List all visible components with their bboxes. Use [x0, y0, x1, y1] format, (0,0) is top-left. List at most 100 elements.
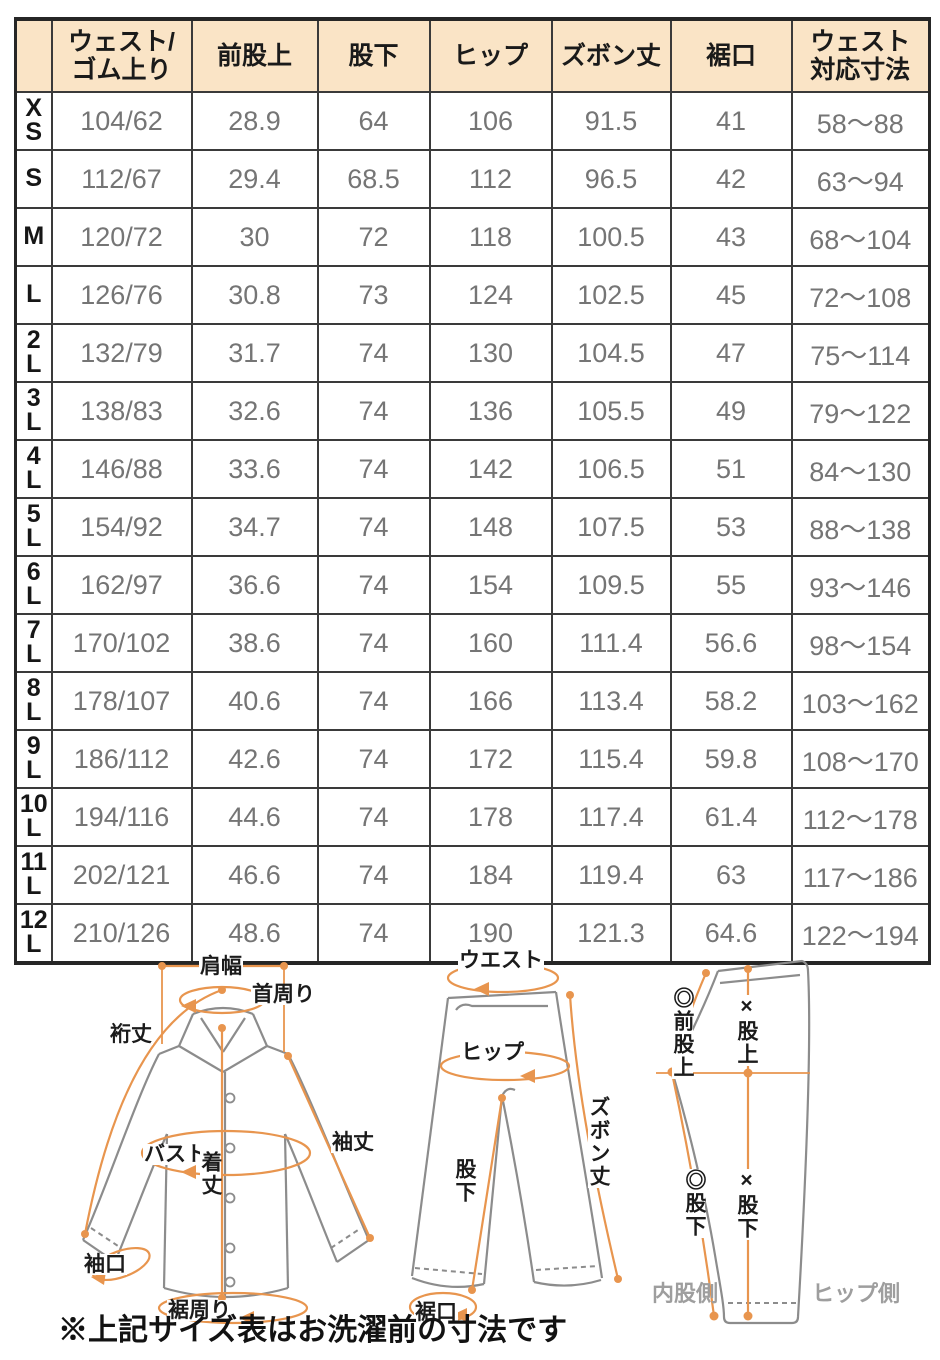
value-cell: 79〜122: [790, 381, 931, 441]
table-row: 6 L 162/97 36.6 74 154 109.5 55 93〜146: [14, 555, 931, 615]
value-cell: 74: [316, 439, 431, 499]
pants-front-diagram: ウエスト ヒップ ズボン丈 股下 裾口: [398, 946, 663, 1346]
value-cell: 49: [669, 381, 793, 441]
table-row: 4 L 146/88 33.6 74 142 106.5 51 84〜130: [14, 439, 931, 499]
row-size-label: 7 L: [14, 613, 53, 673]
value-cell: 148: [428, 497, 553, 557]
row-size-label: 2 L: [14, 323, 53, 383]
value-cell: 136: [428, 381, 553, 441]
neck-round-label: 首周り: [251, 983, 316, 1006]
table-row: X S 104/62 28.9 64 106 91.5 41 58〜88: [14, 91, 931, 151]
col-header-front-rise: 前股上: [190, 18, 319, 93]
wash-note: ※上記サイズ表はお洗濯前の寸法です: [58, 1314, 568, 1347]
value-cell: 75〜114: [790, 323, 931, 383]
value-cell: 120/72: [50, 207, 193, 267]
table-row: 5 L 154/92 34.7 74 148 107.5 53 88〜138: [14, 497, 931, 557]
front-rise-label: ◎前股上: [671, 987, 694, 1079]
row-size-label: 6 L: [14, 555, 53, 615]
value-cell: 58〜88: [790, 91, 931, 151]
shirt-outline: [81, 1006, 371, 1299]
table-row: 12 L 210/126 48.6 74 190 121.3 64.6 122〜194: [14, 903, 931, 964]
value-cell: 162/97: [50, 555, 193, 615]
value-cell: 58.2: [669, 671, 793, 731]
col-header-hem-opening: 裾口: [669, 18, 793, 93]
row-size-label: 11 L: [14, 845, 53, 905]
value-cell: 30: [190, 207, 319, 267]
value-cell: 74: [316, 323, 431, 383]
header-row: ウェスト/ ゴム上り 前股上 股下 ヒップ ズボン丈 裾口 ウェスト 対応寸法: [14, 18, 931, 93]
value-cell: 84〜130: [790, 439, 931, 499]
value-cell: 170/102: [50, 613, 193, 673]
pants-front-outline: [410, 990, 604, 1288]
value-cell: 172: [428, 729, 553, 789]
value-cell: 115.4: [550, 729, 672, 789]
col-header-hip: ヒップ: [428, 18, 553, 93]
inseam-inner-label: ◎股下: [683, 1169, 706, 1238]
value-cell: 74: [316, 845, 431, 905]
value-cell: 61.4: [669, 787, 793, 847]
value-cell: 74: [316, 555, 431, 615]
value-cell: 68〜104: [790, 207, 931, 267]
value-cell: 112〜178: [790, 787, 931, 847]
value-cell: 63〜94: [790, 149, 931, 209]
row-size-label: 3 L: [14, 381, 53, 441]
table-row: 8 L 178/107 40.6 74 166 113.4 58.2 103〜162: [14, 671, 931, 731]
value-cell: 74: [316, 613, 431, 673]
value-cell: 55: [669, 555, 793, 615]
value-cell: 124: [428, 265, 553, 325]
table-row: S 112/67 29.4 68.5 112 96.5 42 63〜94: [14, 149, 931, 209]
inseam-hip-label: ×股下: [735, 1169, 758, 1240]
row-size-label: L: [14, 265, 53, 325]
value-cell: 210/126: [50, 903, 193, 964]
value-cell: 74: [316, 903, 431, 964]
value-cell: 46.6: [190, 845, 319, 905]
value-cell: 98〜154: [790, 613, 931, 673]
row-size-label: 10 L: [14, 787, 53, 847]
value-cell: 31.7: [190, 323, 319, 383]
row-size-label: S: [14, 149, 53, 209]
value-cell: 130: [428, 323, 553, 383]
value-cell: 111.4: [550, 613, 672, 673]
value-cell: 44.6: [190, 787, 319, 847]
value-cell: 28.9: [190, 91, 319, 151]
cuff-opening-label: 袖口: [83, 1253, 127, 1276]
value-cell: 42: [669, 149, 793, 209]
value-cell: 154/92: [50, 497, 193, 557]
value-cell: 118: [428, 207, 553, 267]
value-cell: 105.5: [550, 381, 672, 441]
value-cell: 41: [669, 91, 793, 151]
value-cell: 45: [669, 265, 793, 325]
value-cell: 51: [669, 439, 793, 499]
value-cell: 132/79: [50, 323, 193, 383]
value-cell: 74: [316, 787, 431, 847]
value-cell: 121.3: [550, 903, 672, 964]
value-cell: 103〜162: [790, 671, 931, 731]
row-size-label: 8 L: [14, 671, 53, 731]
value-cell: 112: [428, 149, 553, 209]
value-cell: 106.5: [550, 439, 672, 499]
value-cell: 107.5: [550, 497, 672, 557]
inseam-label: 股下: [453, 1158, 476, 1204]
value-cell: 122〜194: [790, 903, 931, 964]
value-cell: 64: [316, 91, 431, 151]
value-cell: 34.7: [190, 497, 319, 557]
value-cell: 29.4: [190, 149, 319, 209]
table-row: 10 L 194/116 44.6 74 178 117.4 61.4 112〜178: [14, 787, 931, 847]
col-header-waist-elastic: ウェスト/ ゴム上り: [50, 18, 193, 93]
value-cell: 74: [316, 671, 431, 731]
value-cell: 106: [428, 91, 553, 151]
value-cell: 102.5: [550, 265, 672, 325]
value-cell: 154: [428, 555, 553, 615]
bust-label: バスト: [143, 1143, 208, 1166]
value-cell: 126/76: [50, 265, 193, 325]
table-row: L 126/76 30.8 73 124 102.5 45 72〜108: [14, 265, 931, 325]
size-table: ウェスト/ ゴム上り 前股上 股下 ヒップ ズボン丈 裾口 ウェスト 対応寸法 …: [14, 17, 931, 965]
value-cell: 43: [669, 207, 793, 267]
value-cell: 63: [669, 845, 793, 905]
value-cell: 91.5: [550, 91, 672, 151]
table-row: 3 L 138/83 32.6 74 136 105.5 49 79〜122: [14, 381, 931, 441]
value-cell: 40.6: [190, 671, 319, 731]
value-cell: 74: [316, 729, 431, 789]
waist-label: ウエスト: [458, 949, 544, 972]
value-cell: 33.6: [190, 439, 319, 499]
